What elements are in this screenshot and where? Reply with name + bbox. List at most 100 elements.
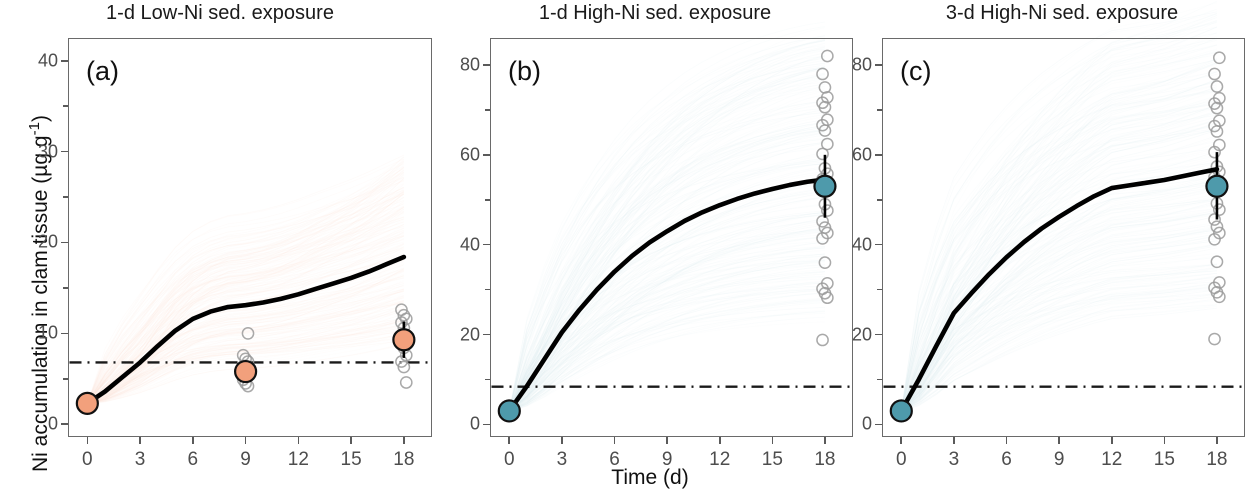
y-tick-major bbox=[875, 423, 882, 426]
y-tick-label: 20 bbox=[851, 324, 872, 345]
y-tick-major bbox=[483, 154, 490, 156]
y-tick-major bbox=[483, 423, 490, 426]
x-tick-label: 6 bbox=[609, 449, 620, 470]
panel-c-plot-area bbox=[882, 38, 1245, 437]
x-tick bbox=[350, 437, 352, 444]
x-tick bbox=[953, 437, 955, 444]
x-tick bbox=[86, 437, 89, 444]
y-tick-minor bbox=[63, 196, 68, 198]
panel-b-title: 1-d High-Ni sed. exposure bbox=[538, 2, 772, 24]
y-tick-major bbox=[61, 332, 68, 335]
panel-b-tag: (b) bbox=[508, 56, 541, 86]
y-tick-major bbox=[483, 333, 490, 336]
data-point bbox=[889, 399, 913, 423]
y-tick-major bbox=[483, 64, 490, 66]
x-tick-label: 6 bbox=[1001, 449, 1012, 470]
mean-trajectory-line bbox=[898, 166, 1220, 414]
panel-a-tag: (a) bbox=[86, 56, 119, 86]
x-tick bbox=[1163, 437, 1166, 444]
panel-a-plot-area bbox=[68, 38, 432, 437]
y-tick-major bbox=[875, 154, 882, 156]
x-tick bbox=[297, 437, 300, 444]
y-tick-minor bbox=[485, 198, 490, 201]
y-tick-minor bbox=[877, 109, 882, 111]
data-point bbox=[813, 174, 837, 198]
mean-trajectory-line bbox=[85, 254, 407, 406]
y-tick-label: 80 bbox=[459, 54, 480, 75]
x-tick-label: 12 bbox=[709, 449, 731, 470]
x-tick-label: 9 bbox=[661, 449, 673, 470]
x-tick-label: 0 bbox=[503, 449, 515, 470]
y-tick-label: 40 bbox=[37, 50, 58, 71]
y-tick-major bbox=[483, 243, 490, 246]
panel-c-title: 3-d High-Ni sed. exposure bbox=[945, 2, 1179, 24]
x-tick-label: 9 bbox=[1053, 449, 1065, 470]
x-tick bbox=[561, 437, 563, 444]
x-tick bbox=[192, 437, 194, 444]
x-tick-label: 18 bbox=[814, 449, 836, 470]
x-tick bbox=[508, 437, 511, 444]
x-axis-label: Time (d) bbox=[611, 466, 689, 489]
y-tick-label: 60 bbox=[459, 144, 480, 165]
y-tick-major bbox=[61, 423, 68, 426]
y-tick-minor bbox=[63, 378, 68, 380]
y-tick-minor bbox=[485, 288, 490, 291]
x-tick-label: 18 bbox=[1206, 449, 1228, 470]
x-tick-label: 12 bbox=[287, 449, 309, 470]
x-tick-label: 6 bbox=[187, 449, 199, 470]
x-tick bbox=[1110, 437, 1113, 444]
y-tick-minor bbox=[877, 288, 882, 291]
x-tick bbox=[718, 437, 721, 444]
x-tick bbox=[244, 437, 247, 444]
observed-mean-points bbox=[497, 154, 837, 423]
individual-scatter bbox=[892, 51, 1226, 422]
data-point bbox=[1205, 174, 1229, 198]
panel-c: 3-d High-Ni sed. exposure (c) 0 20 40 60 80 0… bbox=[852, 0, 1256, 497]
y-tick-label: 60 bbox=[851, 144, 872, 165]
y-tick-major bbox=[61, 241, 68, 244]
panel-b-canvas bbox=[491, 49, 852, 423]
y-tick-label: 20 bbox=[37, 231, 58, 252]
y-tick-label: 30 bbox=[37, 141, 58, 162]
y-tick-minor bbox=[485, 378, 490, 381]
y-tick-major bbox=[61, 59, 68, 62]
x-tick-label: 15 bbox=[340, 449, 362, 470]
x-tick bbox=[613, 437, 616, 444]
posterior-trajectory-band bbox=[86, 154, 405, 405]
y-tick-label: 80 bbox=[851, 54, 872, 75]
y-tick-major bbox=[875, 64, 882, 66]
x-tick bbox=[1005, 437, 1008, 444]
y-tick-major bbox=[875, 333, 882, 336]
x-tick-label: 0 bbox=[82, 449, 93, 470]
data-point bbox=[234, 359, 258, 384]
panel-b: 1-d High-Ni sed. exposure (b) 0 20 40 60 80 0… bbox=[440, 0, 868, 497]
y-tick-label: 40 bbox=[459, 234, 480, 255]
y-tick-minor bbox=[63, 105, 68, 107]
y-tick-minor bbox=[877, 198, 882, 201]
y-tick-label: 10 bbox=[37, 322, 58, 343]
panel-c-canvas bbox=[883, 51, 1244, 423]
x-tick bbox=[139, 437, 141, 444]
panel-c-tag: (c) bbox=[900, 56, 932, 86]
panel-a-canvas bbox=[69, 154, 431, 415]
x-tick-label: 15 bbox=[1153, 449, 1175, 470]
y-tick-label: 0 bbox=[469, 413, 480, 434]
x-tick bbox=[1216, 437, 1218, 444]
x-tick-label: 12 bbox=[1101, 449, 1123, 470]
x-tick-label: 0 bbox=[895, 449, 907, 470]
x-tick bbox=[1058, 437, 1060, 444]
x-tick-label: 15 bbox=[761, 449, 783, 470]
panel-b-plot-area bbox=[490, 38, 853, 437]
panel-a: 1-d Low-Ni sed. exposure (a) 0 10 20 30 40 0 3… bbox=[0, 0, 440, 497]
observed-mean-points bbox=[889, 152, 1229, 423]
y-tick-major bbox=[61, 150, 68, 153]
observed-mean-points bbox=[75, 321, 416, 415]
x-tick-label: 3 bbox=[948, 449, 960, 470]
data-point bbox=[75, 391, 99, 415]
data-point bbox=[392, 328, 416, 352]
x-tick bbox=[771, 437, 774, 444]
data-point bbox=[497, 399, 521, 423]
y-tick-major bbox=[875, 243, 882, 246]
y-tick-minor bbox=[877, 378, 882, 381]
